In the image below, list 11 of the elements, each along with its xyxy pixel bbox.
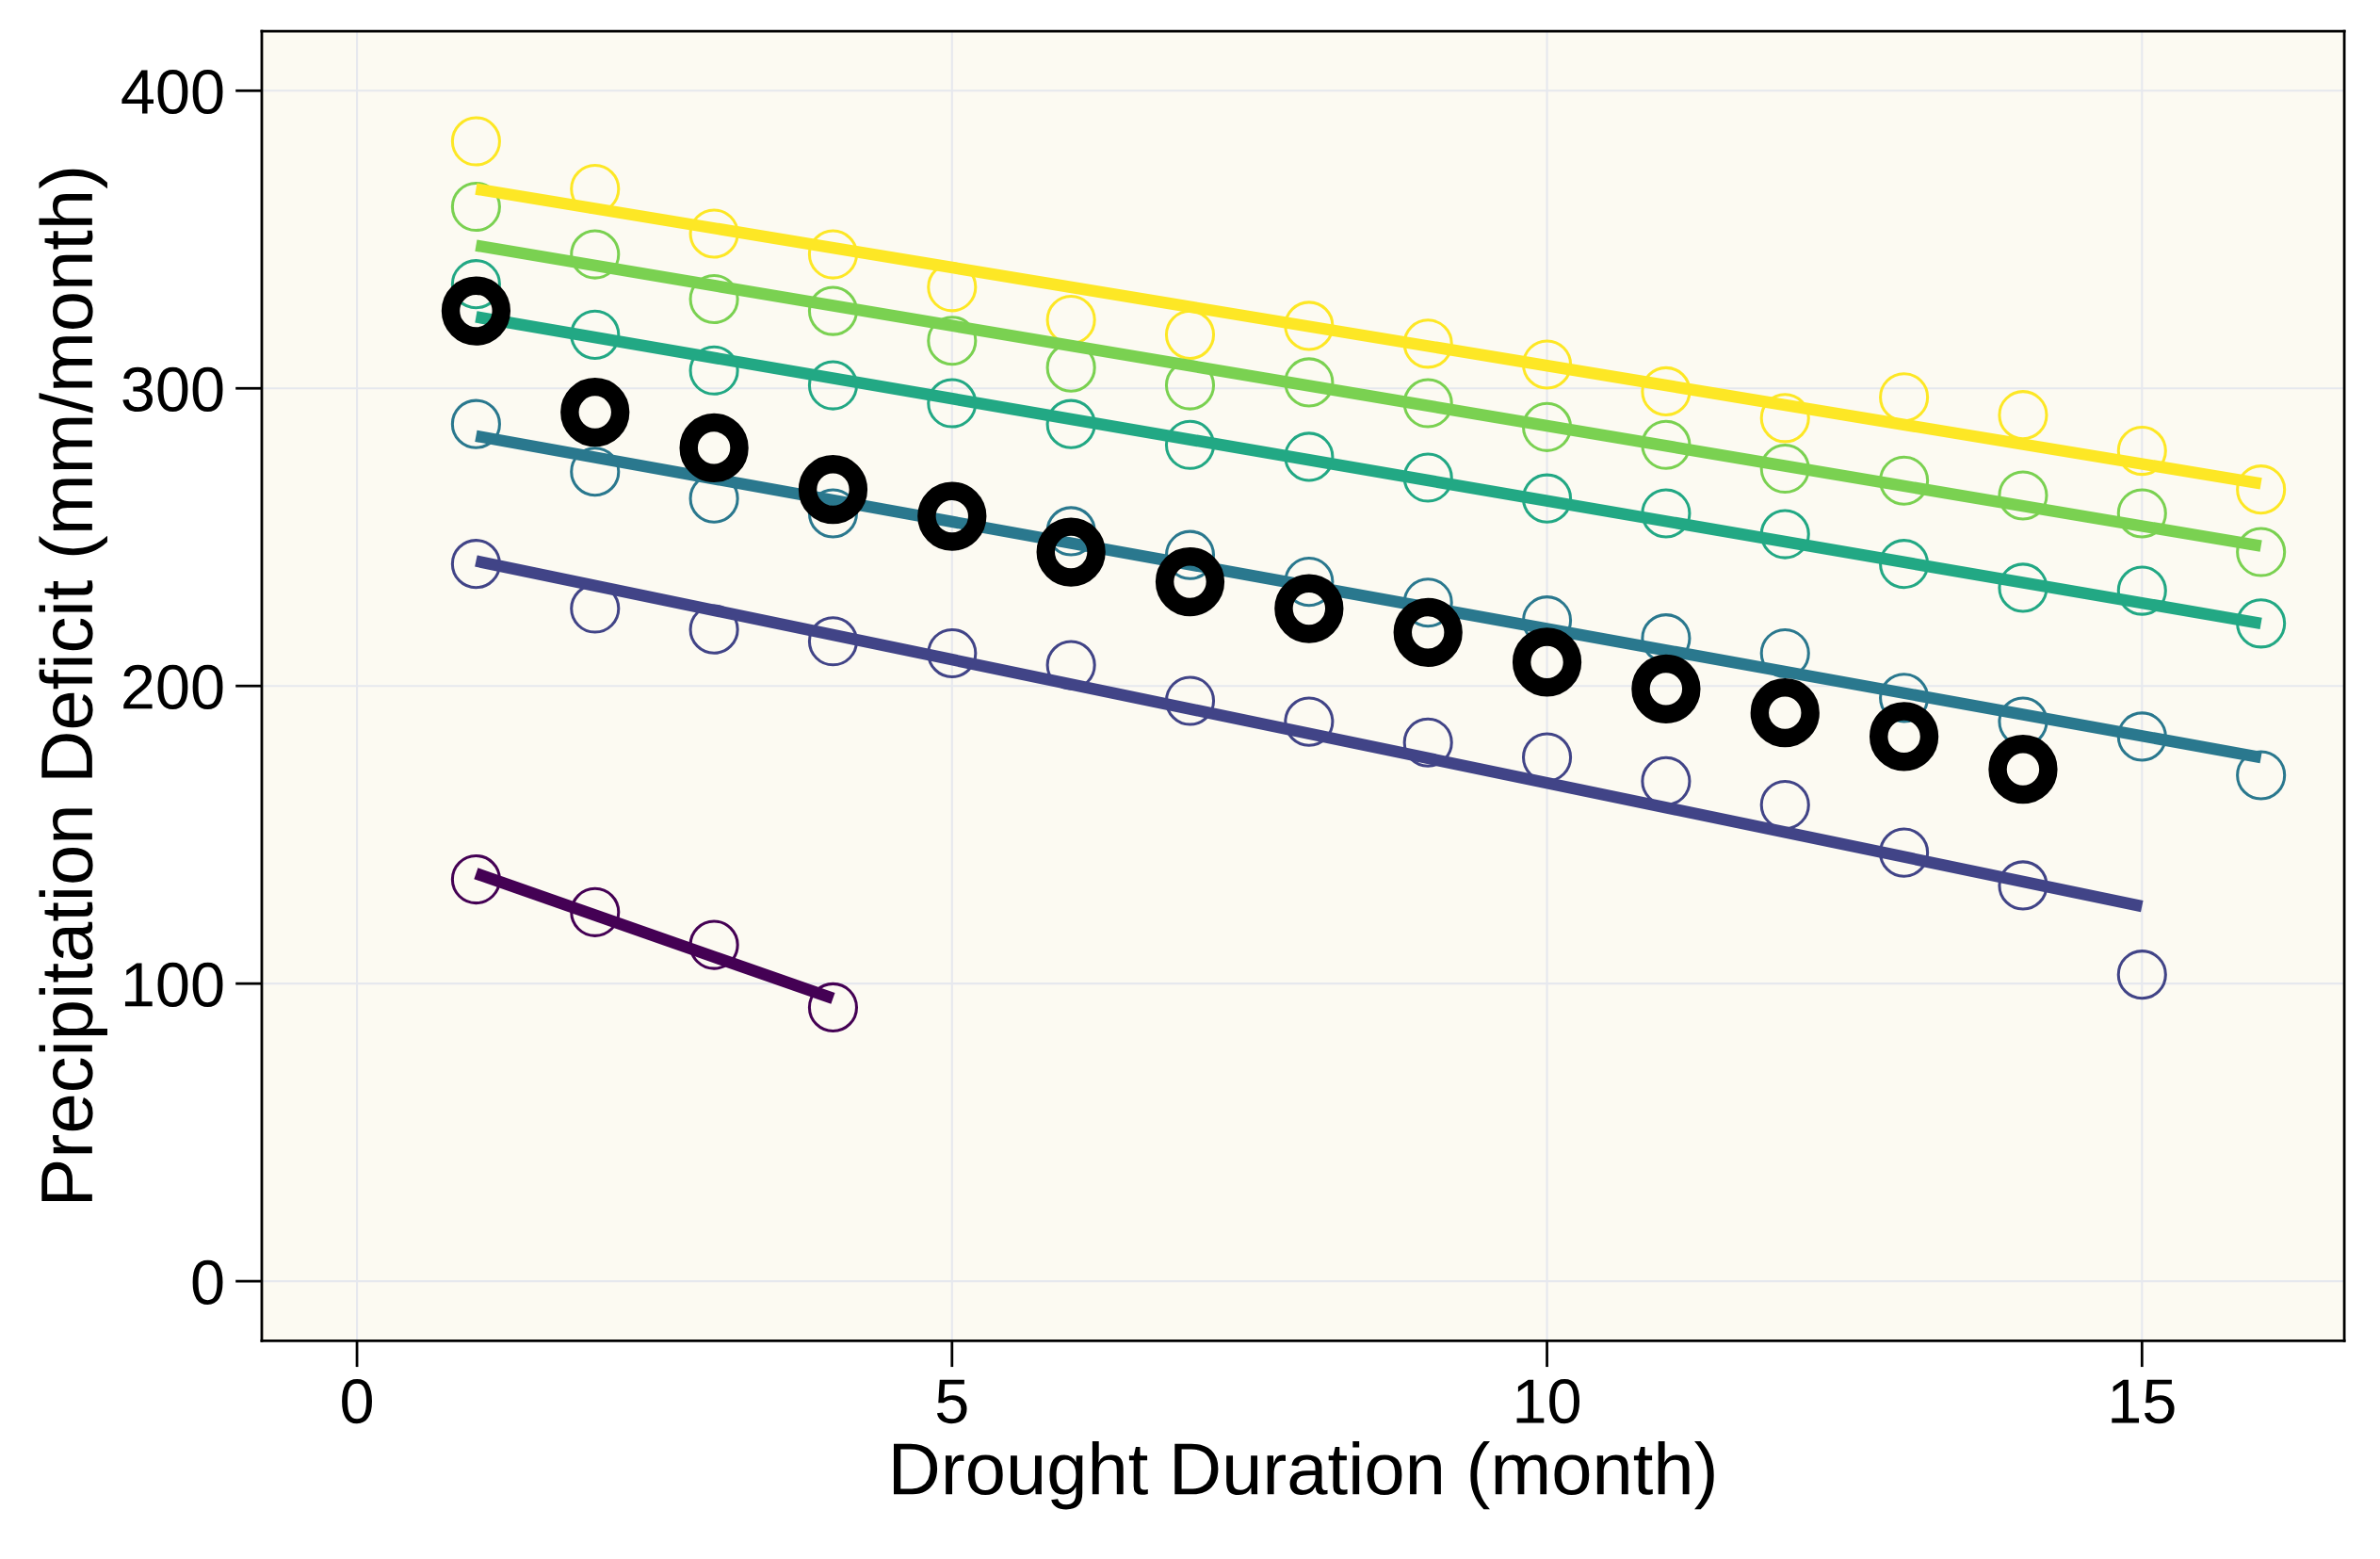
y-tick-label: 300 <box>122 366 223 413</box>
x-tick-label: 5 <box>936 1379 967 1424</box>
y-tick-label: 200 <box>123 664 223 710</box>
x-tick-label: 15 <box>2112 1379 2175 1424</box>
y-tick-label: 100 <box>124 962 223 1007</box>
y-tick-label: 400 <box>121 69 223 115</box>
y-axis-title: Precipitation Deficit (mm/month) <box>39 169 107 1202</box>
y-tick-label: 0 <box>192 1259 223 1305</box>
x-axis-title: Drought Duration (month) <box>894 1440 1714 1510</box>
x-tick-label: 0 <box>342 1378 372 1424</box>
x-tick-label: 10 <box>1516 1378 1580 1424</box>
